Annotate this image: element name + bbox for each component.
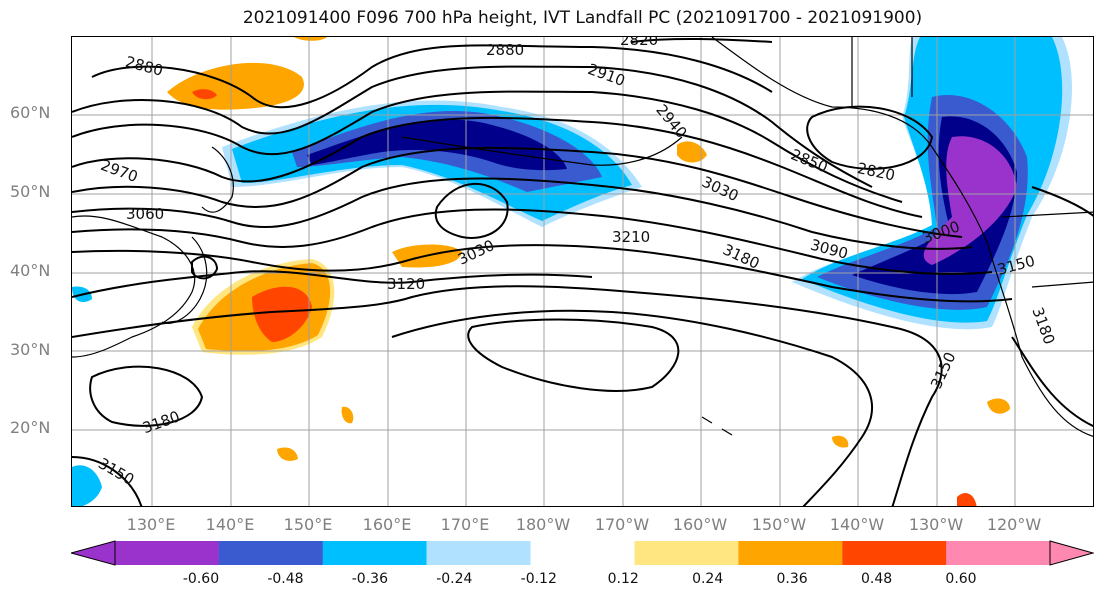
contour-2820 — [631, 37, 773, 43]
positive-anomaly-north — [294, 37, 327, 41]
positive-anomaly-nw-core — [192, 89, 217, 100]
lon-label: 170°E — [440, 515, 490, 534]
map-panel: 2880 2880 2820 2910 2940 2970 3060 2850 … — [71, 36, 1094, 507]
alaska-coast — [711, 37, 933, 148]
contour-label: 3180 — [140, 407, 182, 437]
lon-label: 180°W — [515, 515, 571, 534]
negative-anomaly-sw — [72, 465, 102, 506]
contour-label: 3210 — [612, 228, 650, 246]
contour-label: 3060 — [126, 205, 164, 223]
positive-anomaly-south2 — [277, 447, 298, 461]
negative-anomaly-band-core — [307, 119, 567, 171]
colorbar-cell — [426, 541, 531, 565]
colorbar-tick-label: -0.48 — [267, 571, 304, 587]
contour-3060 — [72, 208, 993, 275]
asia-coastline — [72, 215, 196, 358]
contour-ne-ring — [806, 105, 934, 170]
colorbar-cell — [634, 541, 739, 565]
contour-label: 3120 — [387, 275, 425, 293]
contour-east-edge — [1011, 186, 1093, 428]
contour-sw-corner — [72, 456, 143, 506]
contour-3210 — [467, 318, 680, 392]
positive-anomaly-east — [677, 141, 707, 163]
colorbar-tick-label: 0.24 — [692, 571, 724, 587]
colorbar-cell — [218, 541, 323, 565]
contour-label: 3150 — [927, 349, 959, 391]
canada-borders — [851, 37, 1093, 288]
contour-label: 3030 — [455, 236, 497, 268]
contour-2910 — [72, 65, 873, 188]
colorbar-cell — [946, 541, 1093, 565]
lon-label: 140°E — [205, 515, 255, 534]
colorbar-cell — [322, 541, 427, 565]
contour-west-ring — [89, 365, 204, 427]
contour-2880 — [91, 44, 773, 109]
colorbar-tick-label: -0.24 — [436, 571, 473, 587]
contour-2970 — [72, 116, 923, 218]
colorbar-cell — [738, 541, 843, 565]
contour-label: 3180 — [1028, 305, 1058, 347]
contour-label: 2820 — [620, 37, 658, 49]
lon-label: 130°W — [908, 515, 964, 534]
colorbar-tick-label: -0.36 — [351, 571, 388, 587]
contour-3030 — [72, 177, 973, 250]
contour-label: 2880 — [123, 53, 165, 80]
colorbar-tick-label: -0.12 — [520, 571, 557, 587]
lat-label: 30°N — [10, 340, 51, 359]
contour-3090 — [72, 244, 1013, 303]
plot-title: 2021091400 F096 700 hPa height, IVT Land… — [242, 8, 923, 28]
positive-anomaly-sw-coast — [832, 435, 849, 448]
contour-label: 2910 — [585, 60, 627, 90]
lon-label: 160°W — [672, 515, 728, 534]
lon-label: 120°W — [986, 515, 1042, 534]
colorbar-cell — [530, 541, 635, 565]
colorbar-tick-label: 0.12 — [607, 571, 639, 587]
positive-anomaly-japan-core — [252, 286, 312, 342]
colorbar — [71, 540, 1094, 566]
colorbar-tick-label: 0.48 — [860, 571, 893, 587]
coastal-anomaly-core — [923, 136, 1017, 265]
lat-label: 50°N — [10, 182, 51, 201]
north-america-coast — [931, 146, 1093, 437]
hawaii-islands — [701, 416, 733, 436]
contour-3120 — [72, 270, 593, 298]
coastlines — [72, 37, 1093, 437]
ivt-shading — [72, 37, 1072, 506]
height-contours — [72, 37, 1093, 506]
positive-anomaly-se — [987, 398, 1010, 414]
positive-anomaly-far-se — [957, 493, 977, 506]
lat-label: 20°N — [10, 418, 51, 437]
lon-label: 160°E — [362, 515, 412, 534]
contour-3150 — [72, 285, 943, 506]
lon-label: 150°W — [751, 515, 807, 534]
contour-label: 3030 — [699, 173, 741, 205]
contour-label: 2880 — [486, 41, 524, 59]
lon-label: 130°E — [126, 515, 176, 534]
contour-label: 2970 — [98, 156, 140, 186]
lon-label: 150°E — [283, 515, 333, 534]
kamchatka-coast — [201, 146, 234, 213]
contour-2940 — [72, 90, 903, 203]
colorbar-tick-label: 0.36 — [776, 571, 808, 587]
contour-3000 — [72, 146, 963, 238]
lon-label: 140°W — [829, 515, 885, 534]
map-canvas: 2880 2880 2820 2910 2940 2970 3060 2850 … — [72, 37, 1093, 506]
colorbar-cell — [842, 541, 947, 565]
aleutian-chain — [401, 136, 683, 166]
contour-3180 — [391, 309, 873, 506]
positive-anomaly-south — [341, 406, 354, 424]
lat-label: 60°N — [10, 103, 51, 122]
lat-label: 40°N — [10, 261, 51, 280]
colorbar-tick-label: 0.60 — [945, 571, 977, 587]
contour-small-ring — [191, 255, 219, 280]
lon-label: 170°W — [594, 515, 650, 534]
contour-low-ring — [434, 182, 509, 239]
contour-label: 3150 — [95, 454, 137, 489]
colorbar-cell — [71, 541, 219, 565]
colorbar-tick-label: -0.60 — [182, 571, 220, 587]
